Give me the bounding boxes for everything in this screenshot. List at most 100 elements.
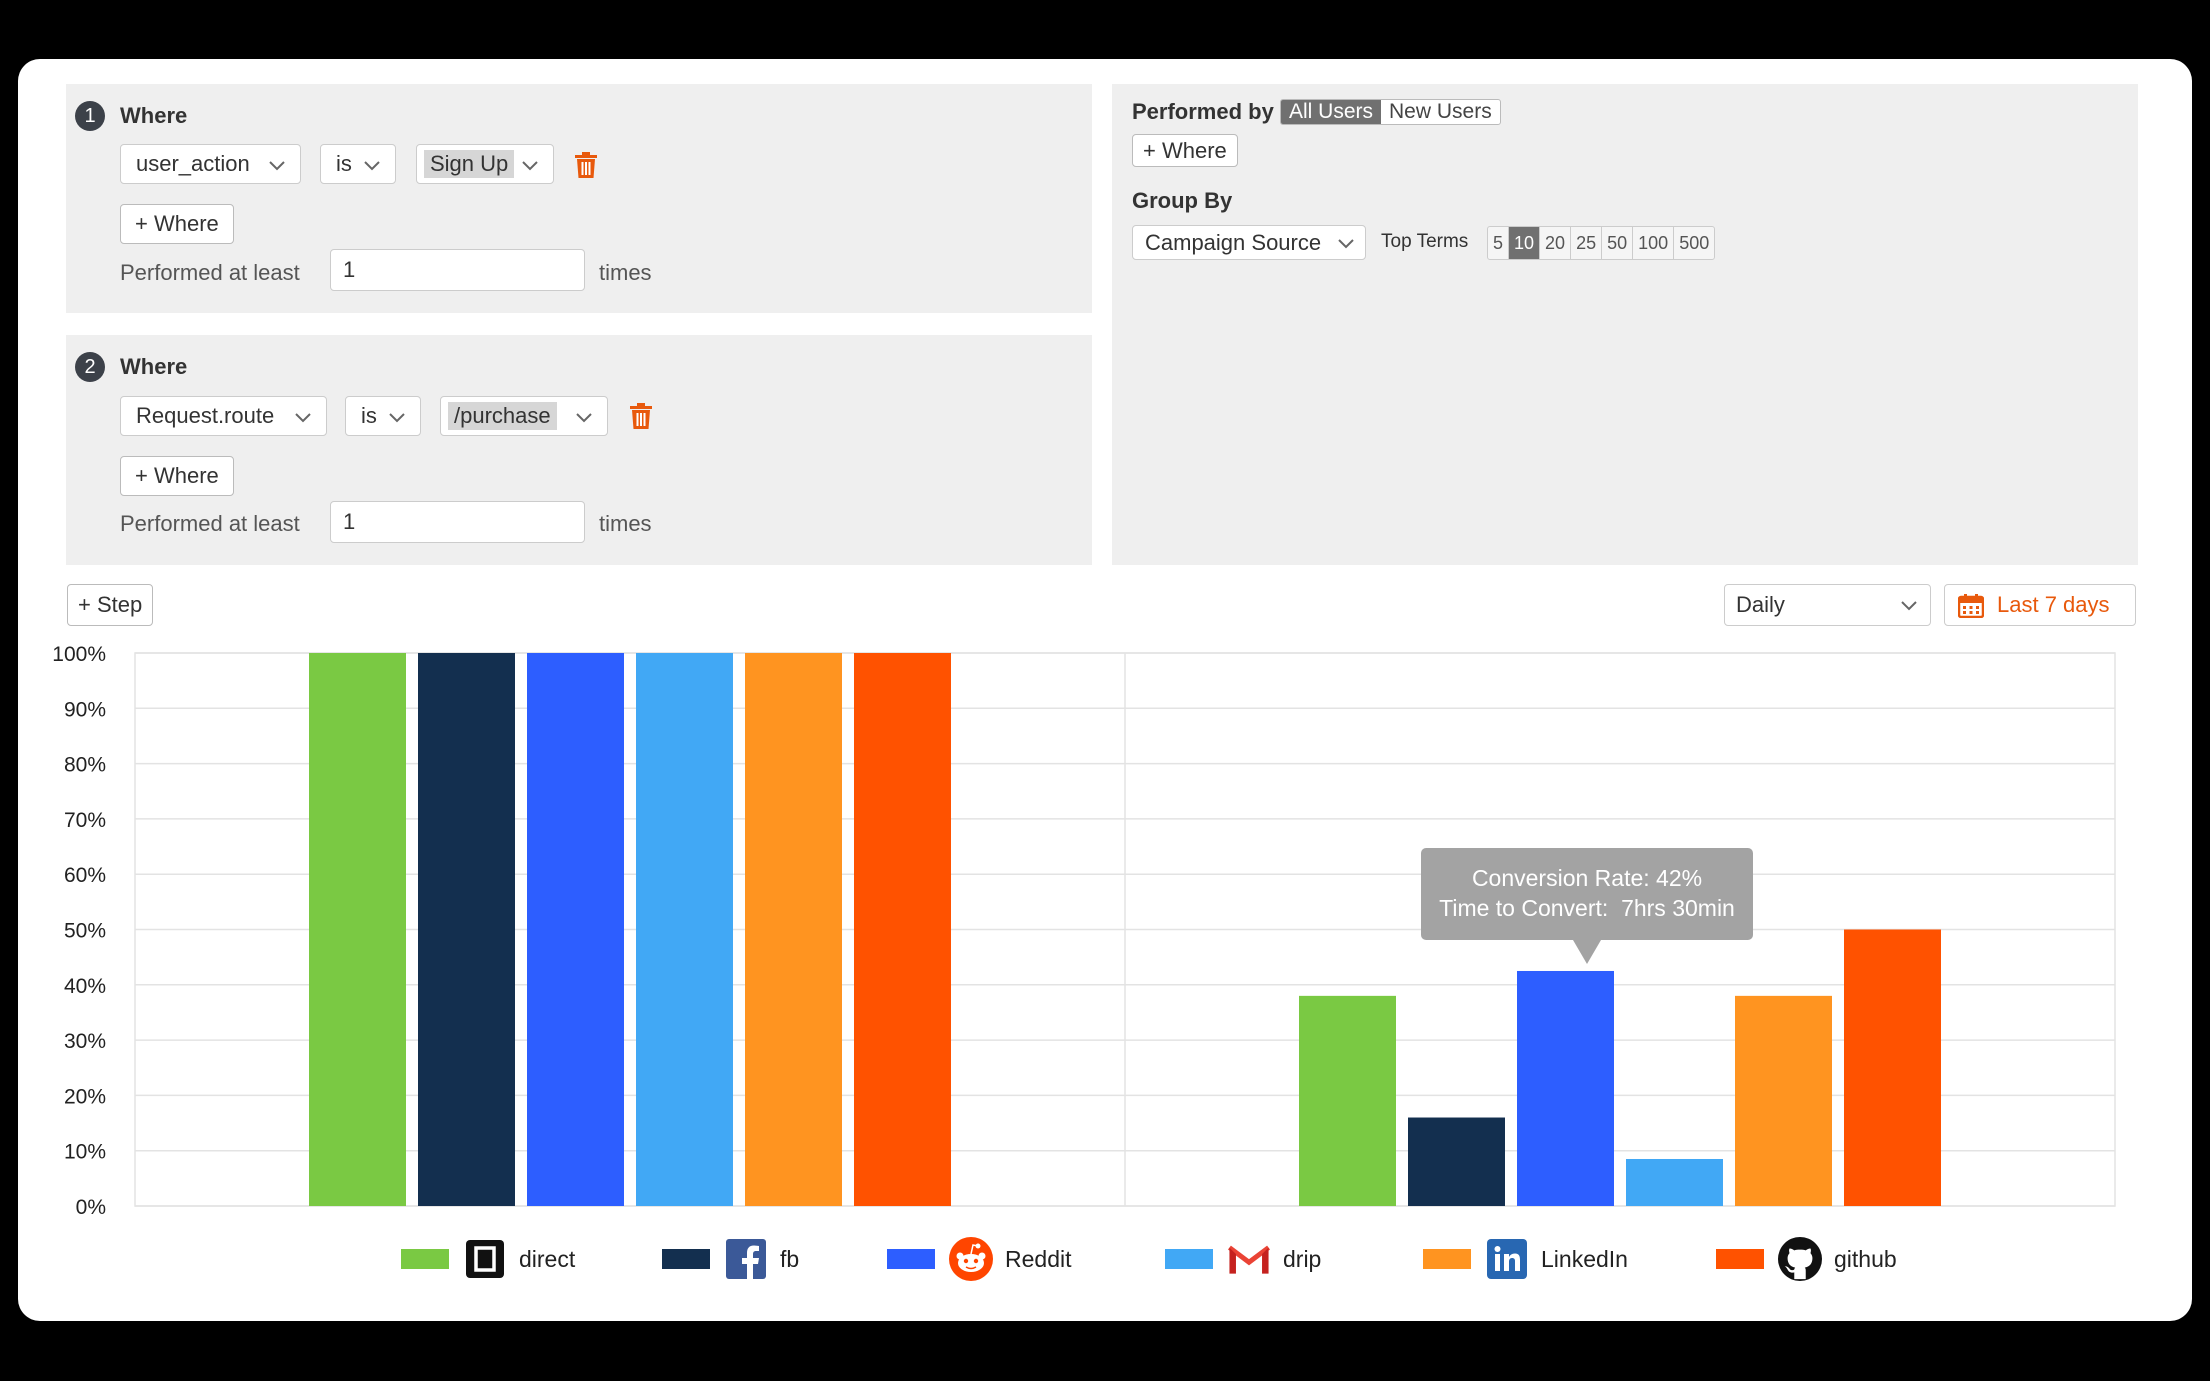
step-1-operator-dropdown[interactable]: is: [320, 144, 396, 184]
step-2-performed-input[interactable]: 1: [330, 501, 585, 543]
top-terms-option[interactable]: 5: [1488, 227, 1510, 259]
legend-swatch: [1716, 1249, 1764, 1269]
chevron-down-icon: [522, 161, 538, 171]
legend-label: Reddit: [1005, 1245, 1072, 1272]
github-logo-icon: [1778, 1237, 1822, 1281]
chevron-down-icon: [1901, 601, 1917, 611]
chevron-down-icon: [389, 413, 405, 423]
top-terms-selector[interactable]: 5 10 20 25 50 100 500: [1487, 226, 1716, 260]
direct-logo-icon: [463, 1237, 507, 1281]
reddit-logo-icon: [949, 1237, 993, 1281]
step-2-add-where-button[interactable]: + Where: [120, 456, 234, 496]
legend-swatch: [887, 1249, 935, 1269]
group-by-label: Group By: [1132, 188, 1233, 213]
y-tick-label: 100%: [52, 643, 106, 666]
linkedin-logo-icon: [1485, 1237, 1529, 1281]
user-type-toggle[interactable]: All Users New Users: [1280, 99, 1501, 125]
y-tick-label: 60%: [64, 864, 106, 887]
step-1-property-dropdown[interactable]: user_action: [120, 144, 301, 184]
top-terms-option[interactable]: 10: [1509, 227, 1541, 259]
bar-fb-2: [1408, 1117, 1505, 1206]
legend-label: fb: [780, 1245, 800, 1272]
top-terms-label: Top Terms: [1381, 231, 1469, 252]
step-1-value-chip: Sign Up: [424, 150, 515, 178]
top-terms-option[interactable]: 25: [1571, 227, 1603, 259]
bar-direct-2: [1299, 995, 1396, 1206]
chevron-down-icon: [1338, 239, 1354, 249]
step-2-times-label: times: [599, 511, 652, 536]
y-tick-label: 50%: [64, 920, 106, 943]
interval-value: Daily: [1736, 592, 1785, 617]
y-tick-label: 90%: [64, 698, 106, 721]
bar-drip-1: [636, 653, 733, 1206]
settings-panel: [1112, 84, 2138, 565]
legend-label: github: [1834, 1245, 1897, 1272]
tooltip-conversion-rate: Conversion Rate: 42%: [1471, 865, 1703, 891]
bar-linkedin-1: [745, 653, 842, 1206]
step-1-performed-input[interactable]: 1: [330, 249, 585, 291]
calendar-icon: [1958, 594, 1984, 618]
legend-label: drip: [1283, 1245, 1322, 1272]
step-2-performed-label: Performed at least: [120, 511, 300, 536]
date-range-label: Last 7 days: [1997, 592, 2110, 617]
legend-item-drip[interactable]: drip: [1165, 1236, 1321, 1282]
bar-reddit-2: [1517, 970, 1614, 1206]
settings-add-where-button[interactable]: + Where: [1132, 134, 1238, 167]
top-terms-option[interactable]: 20: [1540, 227, 1572, 259]
y-tick-label: 20%: [64, 1085, 106, 1108]
y-tick-label: 0%: [76, 1196, 106, 1219]
group-by-value: Campaign Source: [1145, 229, 1322, 255]
legend-item-fb[interactable]: fb: [662, 1236, 799, 1282]
bar-github-1: [854, 653, 951, 1206]
chart-tooltip: Conversion Rate: 42% Time to Convert: 7h…: [1421, 848, 1753, 940]
interval-dropdown[interactable]: Daily: [1724, 584, 1931, 626]
tooltip-pointer: [1573, 940, 1601, 964]
date-range-button[interactable]: Last 7 days: [1944, 584, 2136, 626]
facebook-logo-icon: [724, 1237, 768, 1281]
chevron-down-icon: [295, 413, 311, 423]
bar-linkedin-2: [1735, 995, 1832, 1206]
legend-swatch: [401, 1249, 449, 1269]
y-tick-label: 40%: [64, 975, 106, 998]
group-by-dropdown[interactable]: Campaign Source: [1132, 225, 1366, 260]
top-terms-option[interactable]: 500: [1679, 233, 1710, 253]
bar-drip-2: [1626, 1158, 1723, 1206]
bar-reddit-1: [527, 653, 624, 1206]
new-users-option[interactable]: New Users: [1389, 100, 1492, 123]
step-1-where-title: Where: [120, 103, 188, 128]
legend-item-linkedin[interactable]: LinkedIn: [1423, 1236, 1628, 1282]
step-1-performed-label: Performed at least: [120, 260, 300, 285]
step-2-property-dropdown[interactable]: Request.route: [120, 396, 327, 436]
add-step-button[interactable]: + Step: [67, 584, 154, 626]
legend-label: LinkedIn: [1541, 1245, 1628, 1272]
trash-icon[interactable]: [628, 402, 654, 430]
legend-label: direct: [519, 1245, 576, 1272]
step-1-badge: 1: [75, 101, 105, 131]
trash-icon[interactable]: [573, 151, 599, 179]
step-2-where-title: Where: [120, 354, 188, 379]
legend-item-reddit[interactable]: Reddit: [887, 1236, 1071, 1282]
step-1-operator-value: is: [336, 151, 352, 176]
legend-item-direct[interactable]: direct: [401, 1236, 575, 1282]
step-1-value-dropdown[interactable]: Sign Up: [416, 144, 554, 184]
bar-direct-1: [309, 653, 406, 1206]
top-terms-option[interactable]: 50: [1602, 227, 1634, 259]
y-tick-label: 10%: [64, 1141, 106, 1164]
legend-item-github[interactable]: github: [1716, 1236, 1897, 1282]
y-tick-label: 70%: [64, 809, 106, 832]
step-2-operator-value: is: [361, 403, 377, 428]
y-tick-label: 30%: [64, 1030, 106, 1053]
gmail-logo-icon: [1227, 1237, 1271, 1281]
step-2-value-dropdown[interactable]: /purchase: [440, 396, 608, 436]
performed-by-label: Performed by: [1132, 99, 1274, 124]
legend-swatch: [1423, 1249, 1471, 1269]
top-terms-option[interactable]: 100: [1633, 227, 1675, 259]
chevron-down-icon: [576, 413, 592, 423]
all-users-option[interactable]: All Users: [1281, 100, 1382, 124]
step-1-add-where-button[interactable]: + Where: [120, 204, 234, 244]
step-2-property-value: Request.route: [136, 403, 275, 428]
step-2-operator-dropdown[interactable]: is: [345, 396, 421, 436]
legend-swatch: [1165, 1249, 1213, 1269]
chevron-down-icon: [364, 161, 380, 171]
